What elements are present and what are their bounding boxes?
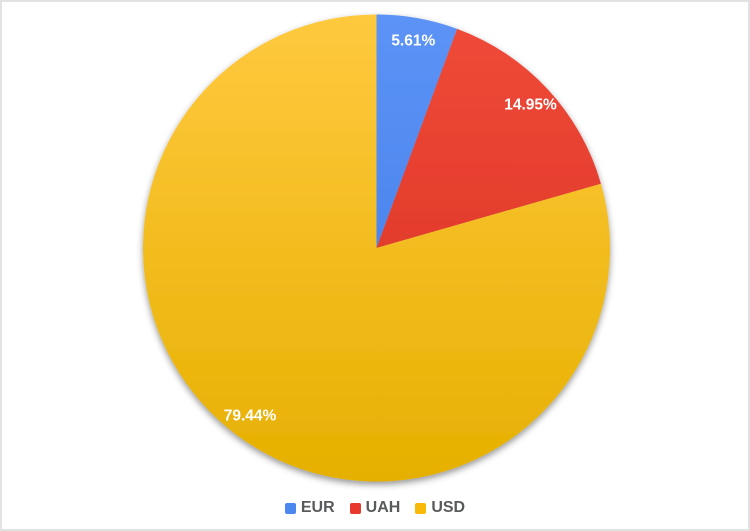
legend-label-eur: EUR — [300, 499, 335, 516]
legend-item-usd[interactable]: USD — [415, 500, 465, 516]
legend-item-uah[interactable]: UAH — [349, 499, 401, 516]
legend-item-eur[interactable]: EUR — [284, 499, 335, 516]
legend-swatch-usd — [415, 502, 427, 514]
pie-slice-labels: 5.61% 14.95% 79.44% — [224, 33, 557, 425]
pie-slices — [142, 14, 610, 482]
pie-slice-uah[interactable] — [376, 28, 601, 248]
legend-swatch-eur — [284, 502, 296, 514]
pie-slice-usd[interactable] — [142, 14, 610, 482]
legend-label-uah: UAH — [365, 499, 401, 516]
legend-swatch-uah — [349, 502, 361, 514]
slice-label-usd: 79.44% — [224, 407, 277, 424]
slice-label-eur: 5.61% — [391, 33, 435, 50]
chart-legend: EUR UAH USD — [2, 500, 748, 516]
legend-label-usd: USD — [431, 499, 466, 516]
slice-label-uah: 14.95% — [504, 97, 557, 114]
pie-slice-eur[interactable] — [376, 14, 458, 249]
